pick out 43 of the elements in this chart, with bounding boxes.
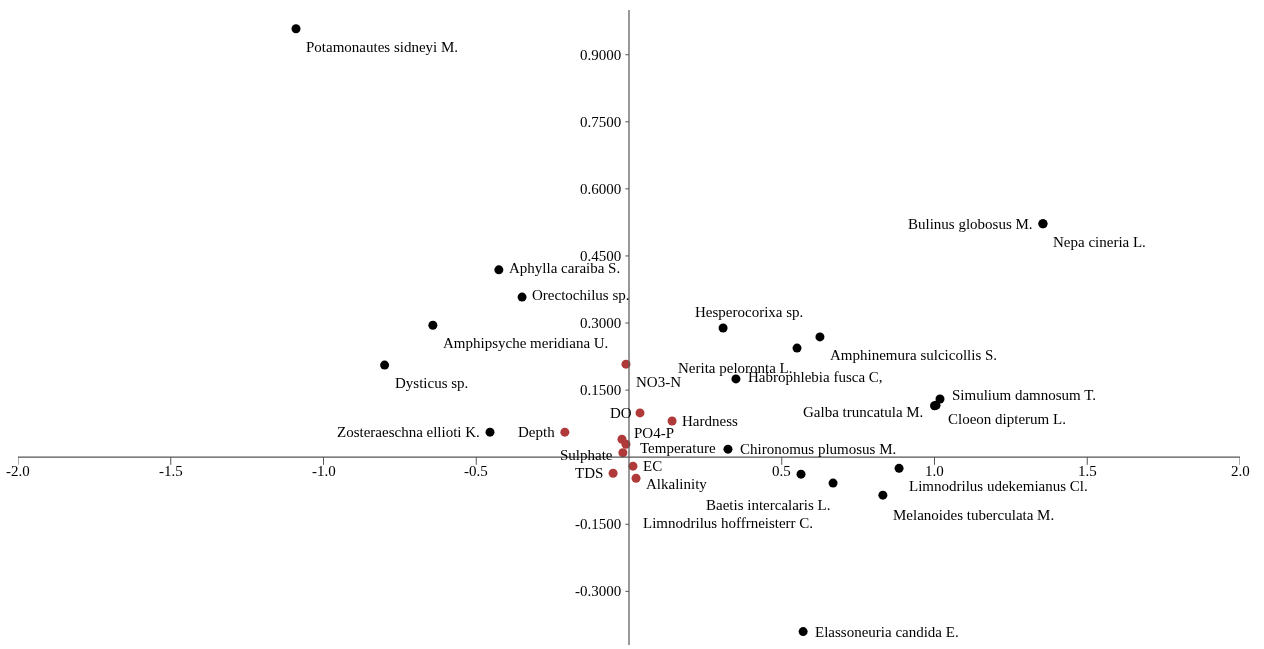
x-tick-label: 0.5 [772, 463, 791, 479]
annotation: Orectochilus sp. [532, 287, 630, 303]
annotation: Hesperocorixa sp. [695, 304, 804, 320]
x-tick-label: -1.5 [159, 463, 183, 479]
x-tick-label: 1.5 [1078, 463, 1097, 479]
x-tick-label: -0.5 [464, 463, 488, 479]
x-tick-label: 1.0 [925, 463, 944, 479]
annotation: TDS [575, 465, 604, 481]
annotation: Cloeon dipterum L. [948, 411, 1066, 427]
y-tick-label: -0.3000 [575, 583, 622, 599]
annotation: Limnodrilus udekemianus Cl. [909, 478, 1088, 494]
annotation: Galba truncatula M. [803, 404, 924, 420]
y-tick-label: 0.9000 [580, 47, 622, 63]
annotation: EC [643, 458, 663, 474]
y-tick-label: -0.1500 [575, 516, 622, 532]
annotation: Bulinus globosus M. [908, 216, 1033, 232]
annotation: Hardness [682, 413, 738, 429]
annotation: Amphinemura sulcicollis S. [830, 347, 998, 363]
annotation: PO4-P [634, 425, 675, 441]
x-tick-label: 2.0 [1231, 463, 1250, 479]
y-tick-label: 0.3000 [580, 315, 622, 331]
annotation: Limnodrilus hoffrneisterr C. [643, 515, 814, 531]
x-tick-label: -1.0 [312, 463, 336, 479]
annotation: Sulphate [560, 447, 613, 463]
annotation: Chironomus plumosus M. [740, 441, 897, 457]
annotation: Nepa cineria L. [1053, 234, 1146, 250]
annotation: Baetis intercalaris L. [706, 497, 831, 513]
annotation: Potamonautes sidneyi M. [306, 39, 459, 55]
annotation: Dysticus sp. [395, 375, 469, 391]
annotation: Depth [518, 424, 556, 440]
annotation: DO [610, 405, 632, 421]
annotation: Zosteraeschna ellioti K. [337, 424, 480, 440]
y-tick-label: 0.6000 [580, 181, 622, 197]
x-tick-label: -2.0 [6, 463, 30, 479]
annotation: Melanoides tuberculata M. [893, 507, 1055, 523]
annotation: NO3-N [636, 374, 682, 390]
annotation: Amphipsyche meridiana U. [443, 335, 609, 351]
annotation: Alkalinity [646, 476, 708, 492]
y-tick-label: 0.7500 [580, 114, 622, 130]
y-tick-label: 0.1500 [580, 382, 622, 398]
annotation: Elassoneuria candida E. [815, 624, 959, 640]
annotation: Simulium damnosum T. [952, 387, 1097, 403]
annotation: Temperature [640, 440, 716, 456]
